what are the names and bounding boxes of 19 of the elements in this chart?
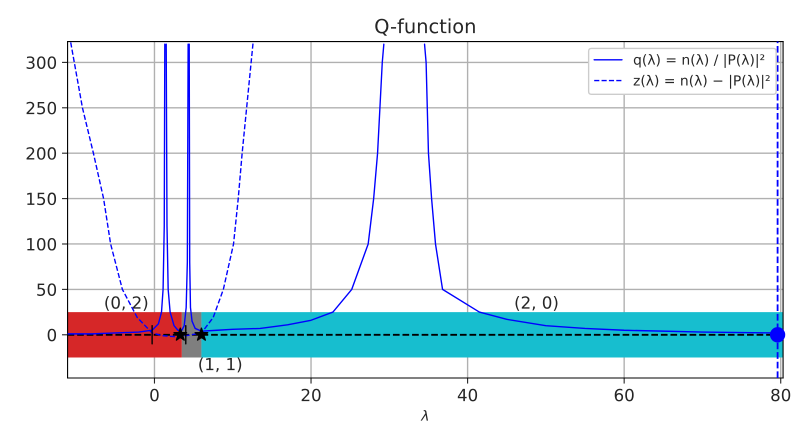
y-tick-label: 250 xyxy=(26,102,56,114)
legend-label: q(λ) = n(λ) / |P(λ)|² xyxy=(634,54,764,68)
x-tick-label: 80 xyxy=(771,388,790,402)
legend-label: z(λ) = n(λ) − |P(λ)|² xyxy=(634,74,770,89)
y-tick-label: 150 xyxy=(27,192,56,206)
x-tick-label: 60 xyxy=(614,388,634,402)
y-tick-label: 0 xyxy=(48,328,56,342)
x-tick-label: 0 xyxy=(150,388,159,402)
annotation: (1, 1) xyxy=(199,358,242,372)
x-tick-label: 20 xyxy=(302,388,321,402)
annotation: (0, 2) xyxy=(105,296,148,311)
y-tick-label: 100 xyxy=(27,238,56,251)
annotation: (2, 0) xyxy=(516,296,558,311)
y-tick-label: 200 xyxy=(26,147,56,160)
y-tick-label: 50 xyxy=(37,283,56,296)
chart-title: Q-function xyxy=(375,18,475,36)
y-tick-label: 300 xyxy=(26,56,56,69)
x-axis-title: λ xyxy=(420,410,428,421)
x-tick-label: 40 xyxy=(458,388,478,402)
